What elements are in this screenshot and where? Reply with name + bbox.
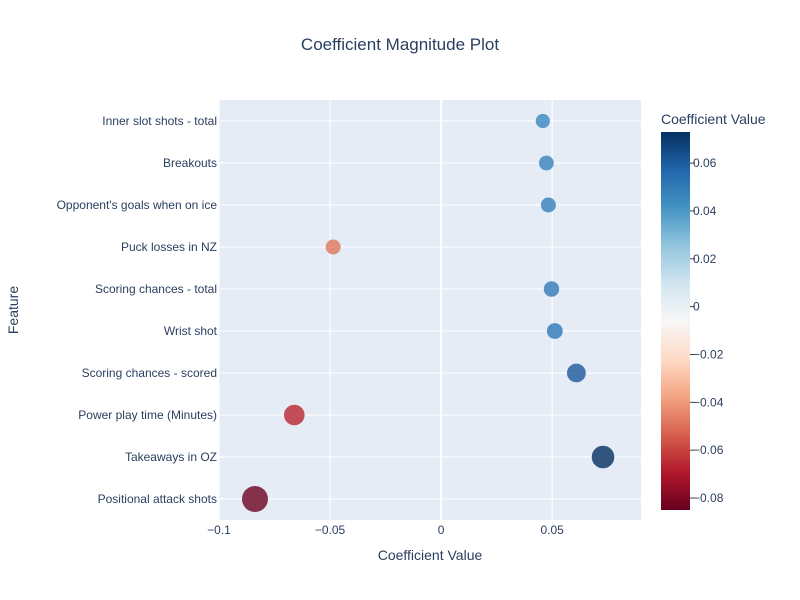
data-point[interactable]	[538, 155, 554, 171]
data-point[interactable]	[325, 239, 341, 255]
x-tick-label: −0.05	[315, 523, 346, 537]
y-tick-label: Power play time (Minutes)	[78, 408, 217, 422]
y-axis-title: Feature	[5, 286, 21, 334]
y-tick-label: Takeaways in OZ	[125, 450, 217, 464]
x-tick-label: −0.1	[207, 523, 231, 537]
data-point[interactable]	[543, 281, 560, 297]
colorbar-tick-label: 0.06	[693, 156, 717, 170]
x-tick-label: 0	[438, 523, 445, 537]
plot-area	[219, 100, 641, 520]
colorbar-tick-label: −0.02	[693, 347, 724, 361]
colorbar-tick-label: 0.02	[693, 252, 717, 266]
data-point[interactable]	[540, 197, 556, 213]
data-point[interactable]	[241, 486, 268, 512]
y-tick-label: Wrist shot	[164, 324, 218, 338]
y-tick-label: Opponent's goals when on ice	[57, 198, 218, 212]
data-point[interactable]	[566, 363, 586, 383]
colorbar-title: Coefficient Value	[661, 111, 766, 127]
colorbar	[661, 132, 690, 510]
x-axis-title: Coefficient Value	[378, 547, 483, 563]
y-tick-label: Puck losses in NZ	[121, 240, 217, 254]
colorbar-tick-label: −0.06	[693, 443, 724, 457]
colorbar-tick-label: 0	[693, 300, 700, 314]
y-tick-label: Scoring chances - total	[95, 282, 217, 296]
y-tick-label: Inner slot shots - total	[102, 114, 217, 128]
colorbar-tick-label: 0.04	[693, 204, 717, 218]
chart-title: Coefficient Magnitude Plot	[301, 35, 499, 54]
data-point[interactable]	[535, 113, 550, 129]
data-point[interactable]	[546, 323, 563, 339]
colorbar-tick-label: −0.04	[693, 395, 724, 409]
data-point[interactable]	[283, 404, 305, 426]
colorbar-tick-label: −0.08	[693, 491, 724, 505]
y-tick-label: Positional attack shots	[98, 492, 217, 506]
y-tick-label: Scoring chances - scored	[82, 366, 217, 380]
x-tick-label: 0.05	[540, 523, 564, 537]
data-point[interactable]	[591, 445, 615, 469]
y-tick-label: Breakouts	[163, 156, 217, 170]
